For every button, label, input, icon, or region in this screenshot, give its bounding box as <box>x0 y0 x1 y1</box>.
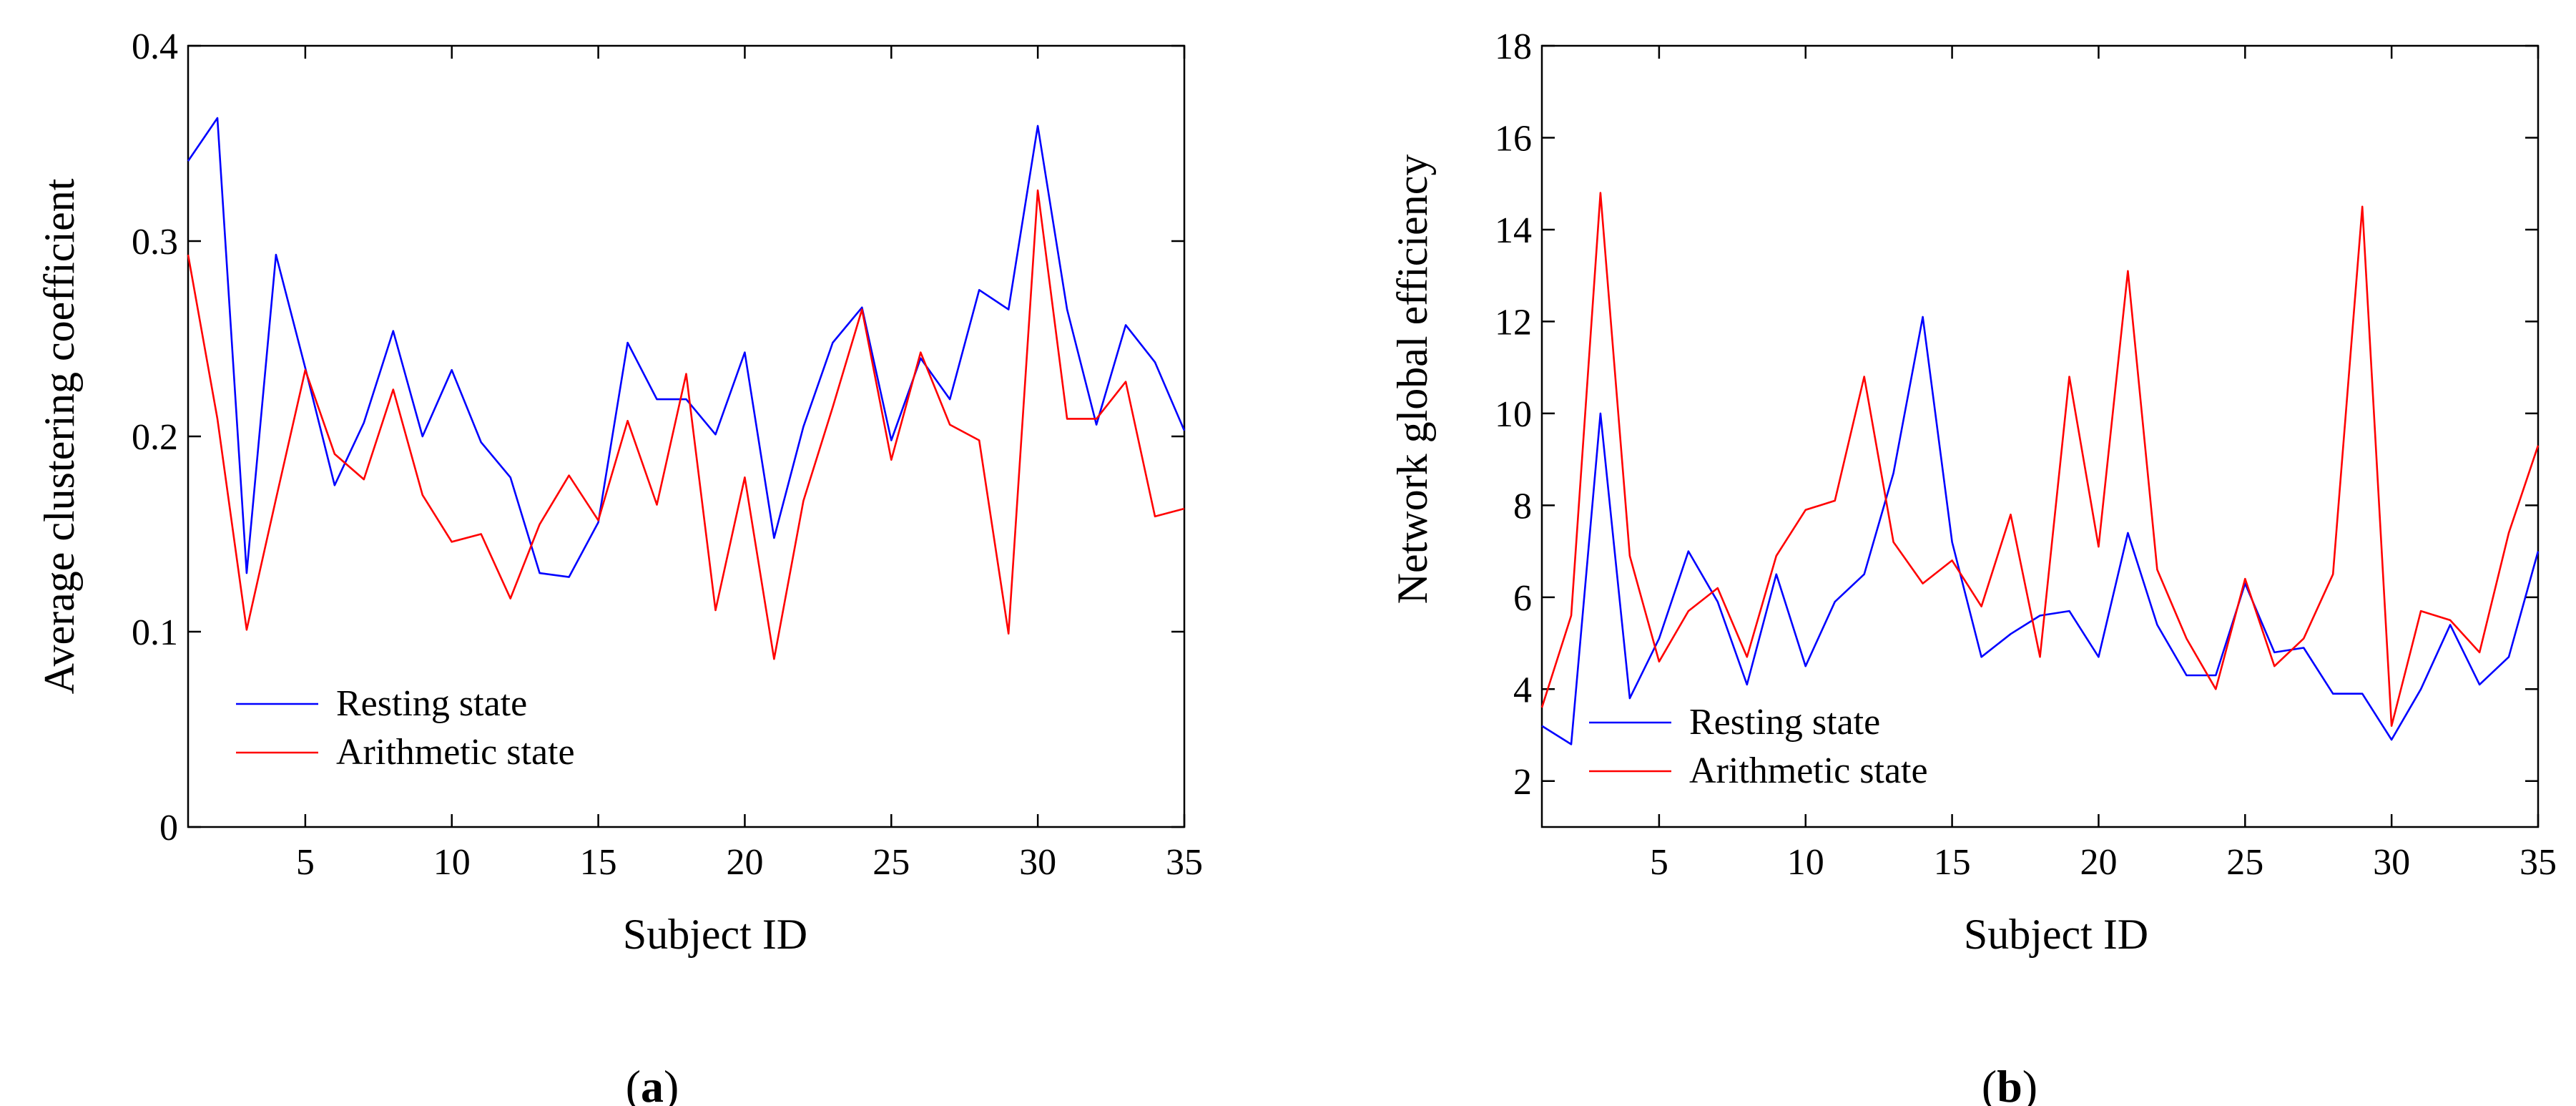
chart-b-legend-label: Resting state <box>1689 702 1880 743</box>
chart-a-ytick-label: 0.4 <box>132 26 178 67</box>
chart-a-ytick-label: 0.1 <box>132 612 178 653</box>
chart-b-xtick-label: 30 <box>2373 842 2410 883</box>
chart-b-ytick-label: 16 <box>1495 118 1532 159</box>
chart-a-xtick-label: 20 <box>726 842 763 883</box>
chart-b-legend-label: Arithmetic state <box>1689 750 1928 791</box>
chart-a-ytick-label: 0.3 <box>132 222 178 263</box>
chart-b-series-resting-state <box>1541 315 2540 745</box>
chart-a-series-arithmetic-state <box>187 189 1185 660</box>
chart-a-series-resting-state <box>187 117 1186 578</box>
chart-b-xlabel: Subject ID <box>1964 911 2148 958</box>
chart-a-xtick-label: 25 <box>872 842 910 883</box>
chart-b-plot-frame <box>1540 44 2540 828</box>
chart-b-xtick-label: 15 <box>1934 842 1971 883</box>
chart-b-xtick-label: 5 <box>1650 842 1668 883</box>
chart-b-xtick-label: 35 <box>2520 842 2557 883</box>
chart-b-ytick-label: 6 <box>1513 578 1532 619</box>
chart-a-caption: (a) <box>626 1061 679 1106</box>
chart-b-ylabel: Network global efficiency <box>1389 155 1436 605</box>
chart-a-xlabel: Subject ID <box>623 911 807 958</box>
chart-b-ytick-label: 12 <box>1495 302 1532 343</box>
chart-b-ytick-label: 8 <box>1513 486 1532 527</box>
chart-a-xtick-label: 10 <box>433 842 471 883</box>
chart-b-ytick-label: 10 <box>1495 394 1532 435</box>
chart-b-ytick-label: 4 <box>1513 670 1532 710</box>
chart-b-ytick-label: 2 <box>1513 762 1532 803</box>
chart-a-xtick-label: 5 <box>296 842 315 883</box>
chart-a-caption-letter: a <box>641 1061 664 1106</box>
chart-a-legend-label: Arithmetic state <box>336 732 575 773</box>
chart-b-xtick-label: 20 <box>2080 842 2117 883</box>
chart-b-ytick-label: 14 <box>1495 210 1532 251</box>
chart-b-caption: (b) <box>1982 1061 2037 1106</box>
chart-a: 0 0.1 0.2 0.3 0.4 5 10 15 20 25 30 35 Resting stat… <box>36 26 1203 1106</box>
chart-b-ytick-label: 18 <box>1495 26 1532 67</box>
chart-a-legend-label: Resting state <box>336 683 527 724</box>
chart-a-ylabel: Average clustering coefficient <box>36 178 83 694</box>
chart-a-xtick-label: 15 <box>580 842 617 883</box>
chart-a-xtick-label: 30 <box>1019 842 1056 883</box>
chart-b-xtick-label: 25 <box>2226 842 2263 883</box>
chart-b-series-arithmetic-state <box>1540 192 2540 728</box>
chart-a-ytick-label: 0 <box>159 808 178 848</box>
chart-a-ytick-label: 0.2 <box>132 417 178 458</box>
chart-a-xtick-label: 35 <box>1166 842 1203 883</box>
chart-b-xtick-label: 10 <box>1787 842 1824 883</box>
chart-b-caption-letter: b <box>1997 1061 2022 1106</box>
chart-b: 2 4 6 8 10 12 14 16 18 5 10 15 20 25 30 35 Resting sta… <box>1389 26 2557 1106</box>
